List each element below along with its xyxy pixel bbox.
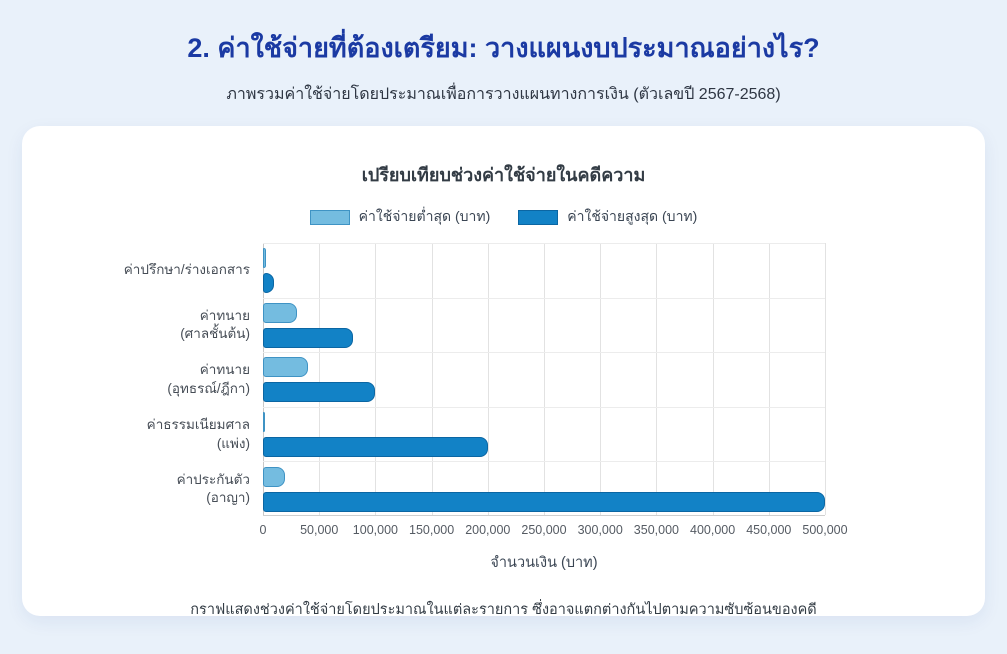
bar-max	[263, 491, 825, 512]
category-label-line: ค่าประกันตัว	[176, 471, 250, 487]
chart-caption: กราฟแสดงช่วงค่าใช้จ่ายโดยประมาณในแต่ละรา…	[190, 602, 817, 618]
bar-max	[263, 382, 376, 403]
bar-min	[263, 302, 297, 323]
x-tick-label: 50,000	[300, 523, 339, 537]
infographic-page: 2. ค่าใช้จ่ายที่ต้องเตรียม: วางแผนงบประม…	[0, 26, 1007, 618]
category-label: ค่าทนาย (ศาลชั้นต้น)	[25, 299, 250, 353]
legend-label-min: ค่าใช้จ่ายต่ำสุด (บาท)	[358, 208, 491, 224]
gridline	[712, 243, 714, 515]
chart-row: ค่าทนาย (ศาลชั้นต้น)	[180, 297, 825, 353]
category-label-line: ค่าธรรมเนียมศาล	[146, 416, 250, 432]
x-tick-label: 350,000	[633, 523, 679, 537]
x-tick-label: 100,000	[352, 523, 398, 537]
gridline	[431, 243, 433, 515]
category-label: ค่าธรรมเนียมศาล (แพ่ง)	[25, 408, 250, 462]
category-label-line: (แพ่ง)	[216, 435, 250, 451]
gridline	[768, 243, 770, 515]
gridline	[544, 243, 545, 515]
chart-row: ค่าทนาย (อุทธรณ์/ฎีกา)	[167, 352, 825, 407]
category-label: ค่าทนาย (อุทธรณ์/ฎีกา)	[25, 353, 250, 407]
chart-legend: ค่าใช้จ่ายต่ำสุด (บาท) ค่าใช้จ่ายสูงสุด …	[22, 206, 985, 228]
x-tick-label: 300,000	[577, 523, 623, 537]
legend-swatch-max-icon	[518, 209, 559, 225]
x-tick-label: 400,000	[690, 523, 736, 537]
plot-area: ค่าปรึกษา/ร่างเอกสาร ค่าทนาย (ศาลชั้นต้น) ค…	[124, 243, 826, 516]
gridline	[487, 243, 489, 515]
gridline	[825, 243, 826, 515]
bar-max	[263, 327, 353, 348]
category-label-line: (ศาลชั้นต้น)	[180, 326, 250, 342]
bar-max	[263, 273, 275, 294]
bar-max	[263, 437, 488, 458]
legend-swatch-min-icon	[309, 209, 350, 225]
gridline	[375, 243, 377, 515]
page-subtitle: ภาพรวมค่าใช้จ่ายโดยประมาณเพื่อการวางแผนท…	[226, 86, 781, 103]
legend-item-min: ค่าใช้จ่ายต่ำสุด (บาท)	[309, 206, 491, 228]
chart-title: เปรียบเทียบช่วงค่าใช้จ่ายในคดีความ	[361, 165, 646, 185]
category-label: ค่าประกันตัว (อาญา)	[25, 462, 250, 516]
gridline	[600, 243, 602, 515]
category-label-line: (อุทธรณ์/ฎีกา)	[167, 380, 250, 396]
category-label-line: ค่าปรึกษา/ร่างเอกสาร	[123, 262, 250, 278]
x-tick-label: 450,000	[746, 523, 792, 537]
gridline	[656, 243, 658, 515]
legend-label-max: ค่าใช้จ่ายสูงสุด (บาท)	[567, 208, 698, 224]
chart-row: ค่าประกันตัว (อาญา)	[177, 461, 825, 516]
category-label: ค่าปรึกษา/ร่างเอกสาร	[25, 244, 250, 298]
x-axis-label: จำนวนเงิน (บาท)	[490, 555, 598, 571]
x-axis-ticks: 0 50,000 100,000 150,000 200,000 250,000 300,0…	[259, 523, 848, 540]
category-label-line: (อาญา)	[206, 490, 250, 506]
x-tick-label: 200,000	[465, 523, 511, 537]
gridline	[319, 243, 321, 515]
chart-card: เปรียบเทียบช่วงค่าใช้จ่ายในคดีความ ค่าใช…	[22, 126, 985, 618]
page-title: 2. ค่าใช้จ่ายที่ต้องเตรียม: วางแผนงบประม…	[187, 33, 820, 63]
bar-min	[263, 248, 267, 269]
gridline	[263, 243, 264, 515]
x-tick-label: 0	[259, 523, 267, 537]
chart: ค่าปรึกษา/ร่างเอกสาร ค่าทนาย (ศาลชั้นต้น) ค…	[124, 243, 848, 574]
chart-row: ค่าธรรมเนียมศาล (แพ่ง)	[147, 406, 825, 462]
chart-row: ค่าปรึกษา/ร่างเอกสาร	[124, 243, 825, 298]
legend-item-max: ค่าใช้จ่ายสูงสุด (บาท)	[518, 206, 697, 228]
bar-min	[263, 357, 308, 378]
bar-min	[263, 466, 286, 487]
x-tick-label: 250,000	[521, 523, 567, 537]
x-tick-label: 150,000	[409, 523, 455, 537]
x-tick-label: 500,000	[802, 523, 848, 537]
category-label-line: ค่าทนาย	[199, 307, 250, 323]
bar-min	[263, 412, 265, 433]
category-label-line: ค่าทนาย	[199, 362, 250, 378]
